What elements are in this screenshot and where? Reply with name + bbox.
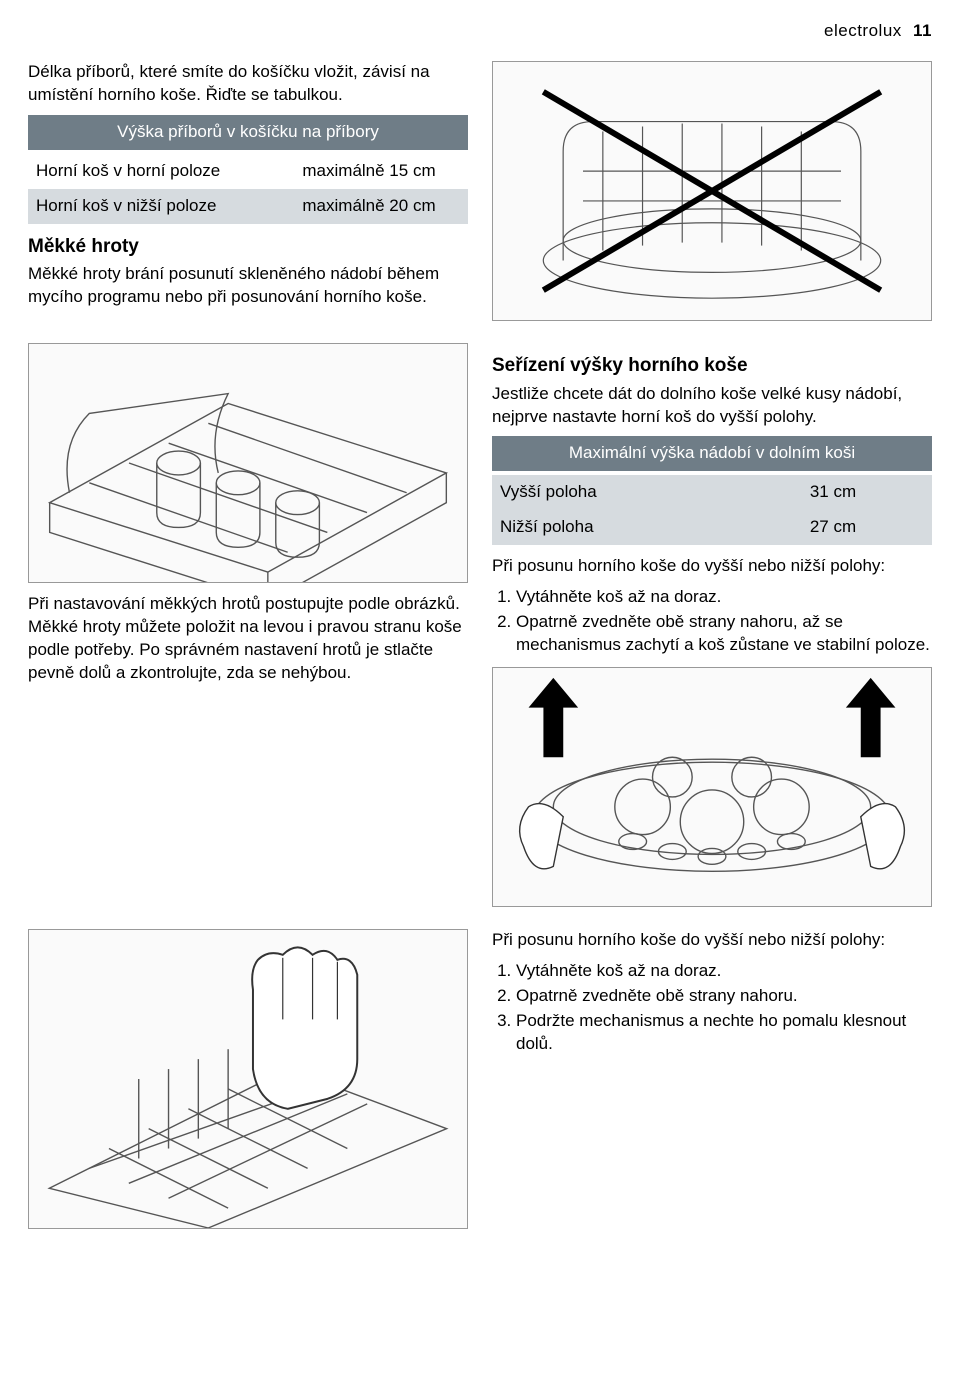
table1-row1-value: maximálně 20 cm [270,189,468,224]
right-column-top [492,61,932,331]
page-number: 11 [913,21,932,40]
right-column-mid: Seřízení výšky horního koše Jestliže chc… [492,343,932,917]
right-column-bottom: Při posunu horního koše do vyšší nebo ni… [492,929,932,1239]
list2-intro: Při posunu horního koše do vyšší nebo ni… [492,929,932,952]
table2-title: Maximální výška nádobí v dolním koši [492,436,932,471]
table1-row1-label: Horní koš v nižší poloze [28,189,270,224]
left-column-bottom [28,929,468,1239]
brand-name: electrolux [824,21,902,40]
table2-row0-label: Vyšší poloha [492,475,734,510]
illustration-hand-press [28,929,468,1229]
height-adj-heading: Seřízení výšky horního koše [492,353,932,379]
list1-item1: Opatrně zvedněte obě strany nahoru, až s… [516,611,932,657]
soft-tips-instructions: Při nastavování měkkých hrotů postupujte… [28,593,468,685]
list1-item0: Vytáhněte koš až na doraz. [516,586,932,609]
left-column-top: Délka příborů, které smíte do košíčku vl… [28,61,468,331]
list2-item2: Podržte mechanismus a nechte ho pomalu k… [516,1010,932,1056]
table2-row1-value: 27 cm [734,510,932,545]
table1-title: Výška příborů v košíčku na příbory [28,115,468,150]
table2-row1-label: Nižší poloha [492,510,734,545]
illustration-cross-out [492,61,932,321]
left-column-mid: Při nastavování měkkých hrotů postupujte… [28,343,468,917]
list2-item1: Opatrně zvedněte obě strany nahoru. [516,985,932,1008]
page-header: electrolux 11 [28,20,932,43]
illustration-basket-lift [492,667,932,907]
soft-tips-heading: Měkké hroty [28,234,468,260]
height-adj-text: Jestliže chcete dát do dolního koše velk… [492,383,932,429]
table1-row0-value: maximálně 15 cm [270,154,468,189]
table2-row0-value: 31 cm [734,475,932,510]
list1-intro: Při posunu horního koše do vyšší nebo ni… [492,555,932,578]
list1: Vytáhněte koš až na doraz. Opatrně zvedn… [492,586,932,657]
soft-tips-text: Měkké hroty brání posunutí skleněného ná… [28,263,468,309]
table2: Vyšší poloha 31 cm Nižší poloha 27 cm [492,475,932,545]
illustration-basket-glasses [28,343,468,583]
intro-text: Délka příborů, které smíte do košíčku vl… [28,61,468,107]
table1: Horní koš v horní poloze maximálně 15 cm… [28,154,468,224]
table1-row0-label: Horní koš v horní poloze [28,154,270,189]
list2-item0: Vytáhněte koš až na doraz. [516,960,932,983]
list2: Vytáhněte koš až na doraz. Opatrně zvedn… [492,960,932,1056]
